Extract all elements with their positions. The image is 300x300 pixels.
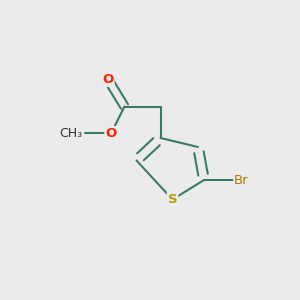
Text: O: O xyxy=(105,127,117,140)
Text: CH₃: CH₃ xyxy=(59,127,83,140)
Text: Br: Br xyxy=(234,173,249,187)
Text: O: O xyxy=(102,73,114,86)
Text: S: S xyxy=(168,193,177,206)
